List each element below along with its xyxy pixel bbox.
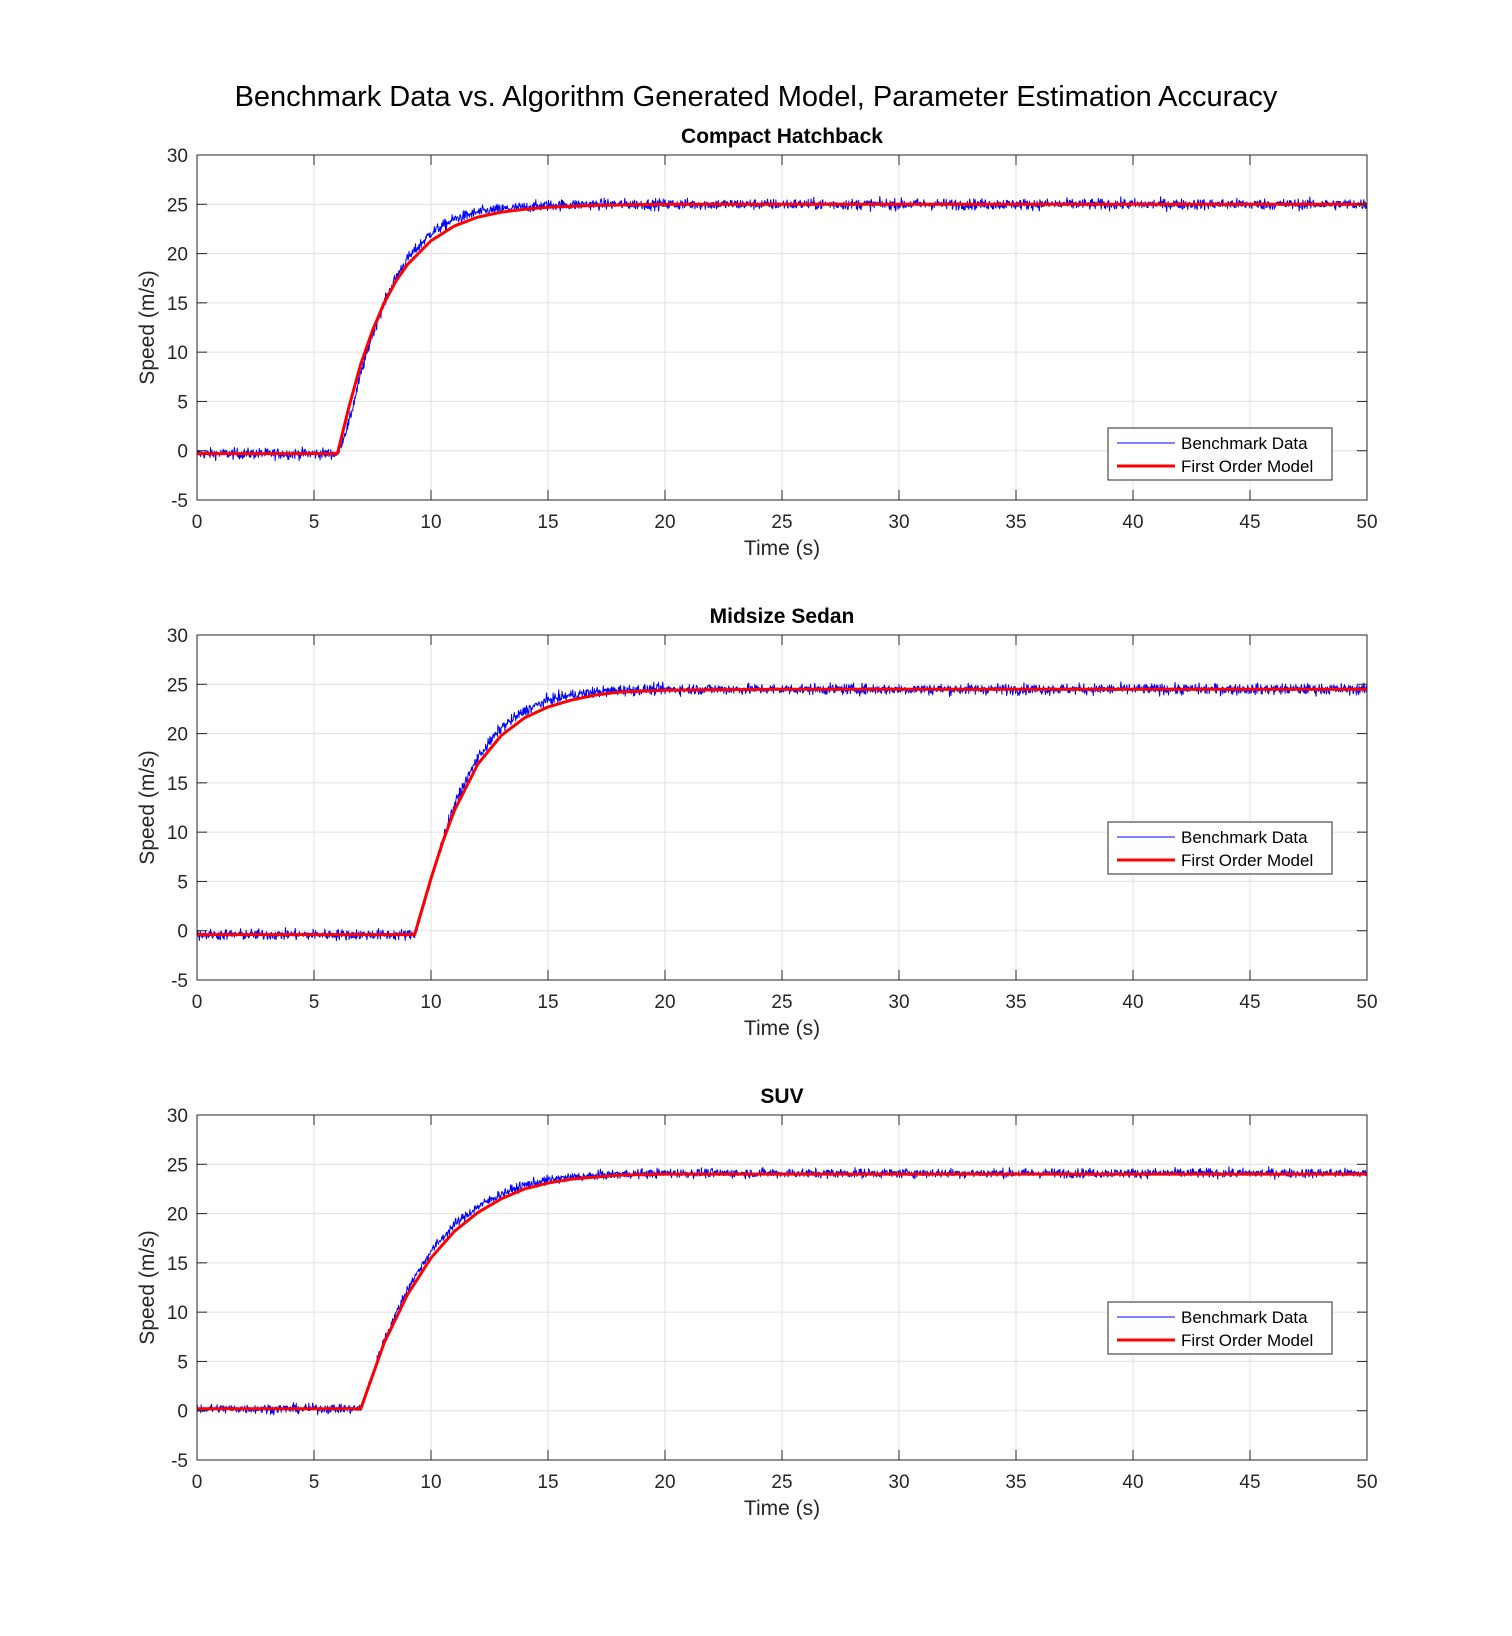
y-tick-label: 10	[167, 343, 188, 364]
y-tick-label: -5	[171, 971, 188, 992]
x-tick-label: 20	[654, 512, 675, 533]
y-tick-label: -5	[171, 491, 188, 512]
y-tick-label: 5	[177, 872, 188, 893]
y-tick-label: -5	[171, 1451, 188, 1472]
x-tick-label: 35	[1005, 1472, 1026, 1493]
legend-label: First Order Model	[1181, 1331, 1313, 1350]
x-tick-label: 25	[771, 992, 792, 1013]
x-tick-label: 40	[1122, 1472, 1143, 1493]
y-axis-label: Speed (m/s)	[136, 1230, 159, 1344]
legend-label: First Order Model	[1181, 457, 1313, 476]
y-tick-label: 5	[177, 392, 188, 413]
x-tick-label: 0	[192, 1472, 203, 1493]
y-tick-label: 0	[177, 1402, 188, 1423]
x-tick-label: 30	[888, 992, 909, 1013]
x-tick-label: 50	[1356, 1472, 1377, 1493]
x-tick-label: 50	[1356, 512, 1377, 533]
y-tick-label: 20	[167, 245, 188, 266]
y-tick-label: 0	[177, 442, 188, 463]
x-tick-label: 5	[309, 512, 320, 533]
y-tick-label: 10	[167, 823, 188, 844]
y-tick-label: 15	[167, 774, 188, 795]
y-tick-label: 30	[167, 146, 188, 167]
x-axis-label: Time (s)	[744, 1497, 820, 1520]
subplot-3: 0 5 10 15 20 25 30 35 40 45 50-5051015202530SUVTim…	[136, 1085, 1378, 1520]
subplot-1: 0 5 10 15 20 25 30 35 40 45 50-5051015202530Compac…	[136, 125, 1378, 560]
y-tick-label: 30	[167, 1106, 188, 1127]
x-tick-label: 0	[192, 992, 203, 1013]
x-tick-label: 40	[1122, 512, 1143, 533]
subplot-title: SUV	[760, 1085, 803, 1108]
x-tick-label: 25	[771, 512, 792, 533]
subplots: 0 5 10 15 20 25 30 35 40 45 50-5051015202530Compac…	[136, 125, 1378, 1520]
x-tick-label: 20	[654, 992, 675, 1013]
y-tick-label: 10	[167, 1303, 188, 1324]
x-tick-label: 10	[420, 512, 441, 533]
legend-label: Benchmark Data	[1181, 1308, 1308, 1327]
x-tick-label: 10	[420, 1472, 441, 1493]
x-tick-label: 30	[888, 1472, 909, 1493]
legend-box	[1107, 821, 1333, 875]
x-tick-label: 45	[1239, 512, 1260, 533]
y-tick-label: 25	[167, 675, 188, 696]
subplot-title: Midsize Sedan	[710, 605, 855, 628]
x-tick-label: 40	[1122, 992, 1143, 1013]
legend-label: Benchmark Data	[1181, 828, 1308, 847]
legend-box	[1107, 427, 1333, 481]
x-tick-label: 0	[192, 512, 203, 533]
legend: Benchmark Data First Order Model	[1107, 1301, 1333, 1355]
y-tick-label: 15	[167, 1254, 188, 1275]
x-tick-label: 20	[654, 1472, 675, 1493]
x-axis-label: Time (s)	[744, 1017, 820, 1040]
y-axis-label: Speed (m/s)	[136, 750, 159, 864]
x-tick-label: 15	[537, 1472, 558, 1493]
series-first-order-model	[197, 687, 1367, 937]
x-tick-label: 25	[771, 1472, 792, 1493]
figure-title: Benchmark Data vs. Algorithm Generated M…	[235, 81, 1278, 113]
y-axis-label: Speed (m/s)	[136, 270, 159, 384]
subplot-title: Compact Hatchback	[681, 125, 883, 148]
y-tick-label: 15	[167, 294, 188, 315]
y-tick-label: 0	[177, 922, 188, 943]
x-tick-label: 5	[309, 1472, 320, 1493]
series-first-order-model	[197, 202, 1367, 456]
x-tick-label: 15	[537, 512, 558, 533]
x-tick-label: 50	[1356, 992, 1377, 1013]
legend-label: Benchmark Data	[1181, 434, 1308, 453]
y-tick-label: 30	[167, 626, 188, 647]
x-tick-label: 45	[1239, 992, 1260, 1013]
x-tick-label: 30	[888, 512, 909, 533]
y-tick-label: 20	[167, 1205, 188, 1226]
x-tick-label: 10	[420, 992, 441, 1013]
y-tick-label: 5	[177, 1352, 188, 1373]
legend-label: First Order Model	[1181, 851, 1313, 870]
legend: Benchmark Data First Order Model	[1107, 821, 1333, 875]
legend-box	[1107, 1301, 1333, 1355]
y-tick-label: 25	[167, 195, 188, 216]
x-tick-label: 5	[309, 992, 320, 1013]
x-tick-label: 15	[537, 992, 558, 1013]
y-tick-label: 25	[167, 1155, 188, 1176]
legend: Benchmark Data First Order Model	[1107, 427, 1333, 481]
y-tick-label: 20	[167, 725, 188, 746]
x-tick-label: 35	[1005, 512, 1026, 533]
x-axis-label: Time (s)	[744, 537, 820, 560]
x-tick-label: 45	[1239, 1472, 1260, 1493]
x-tick-label: 35	[1005, 992, 1026, 1013]
series-first-order-model	[197, 1172, 1367, 1411]
subplot-2: 0 5 10 15 20 25 30 35 40 45 50-5051015202530Midsiz…	[136, 605, 1378, 1040]
